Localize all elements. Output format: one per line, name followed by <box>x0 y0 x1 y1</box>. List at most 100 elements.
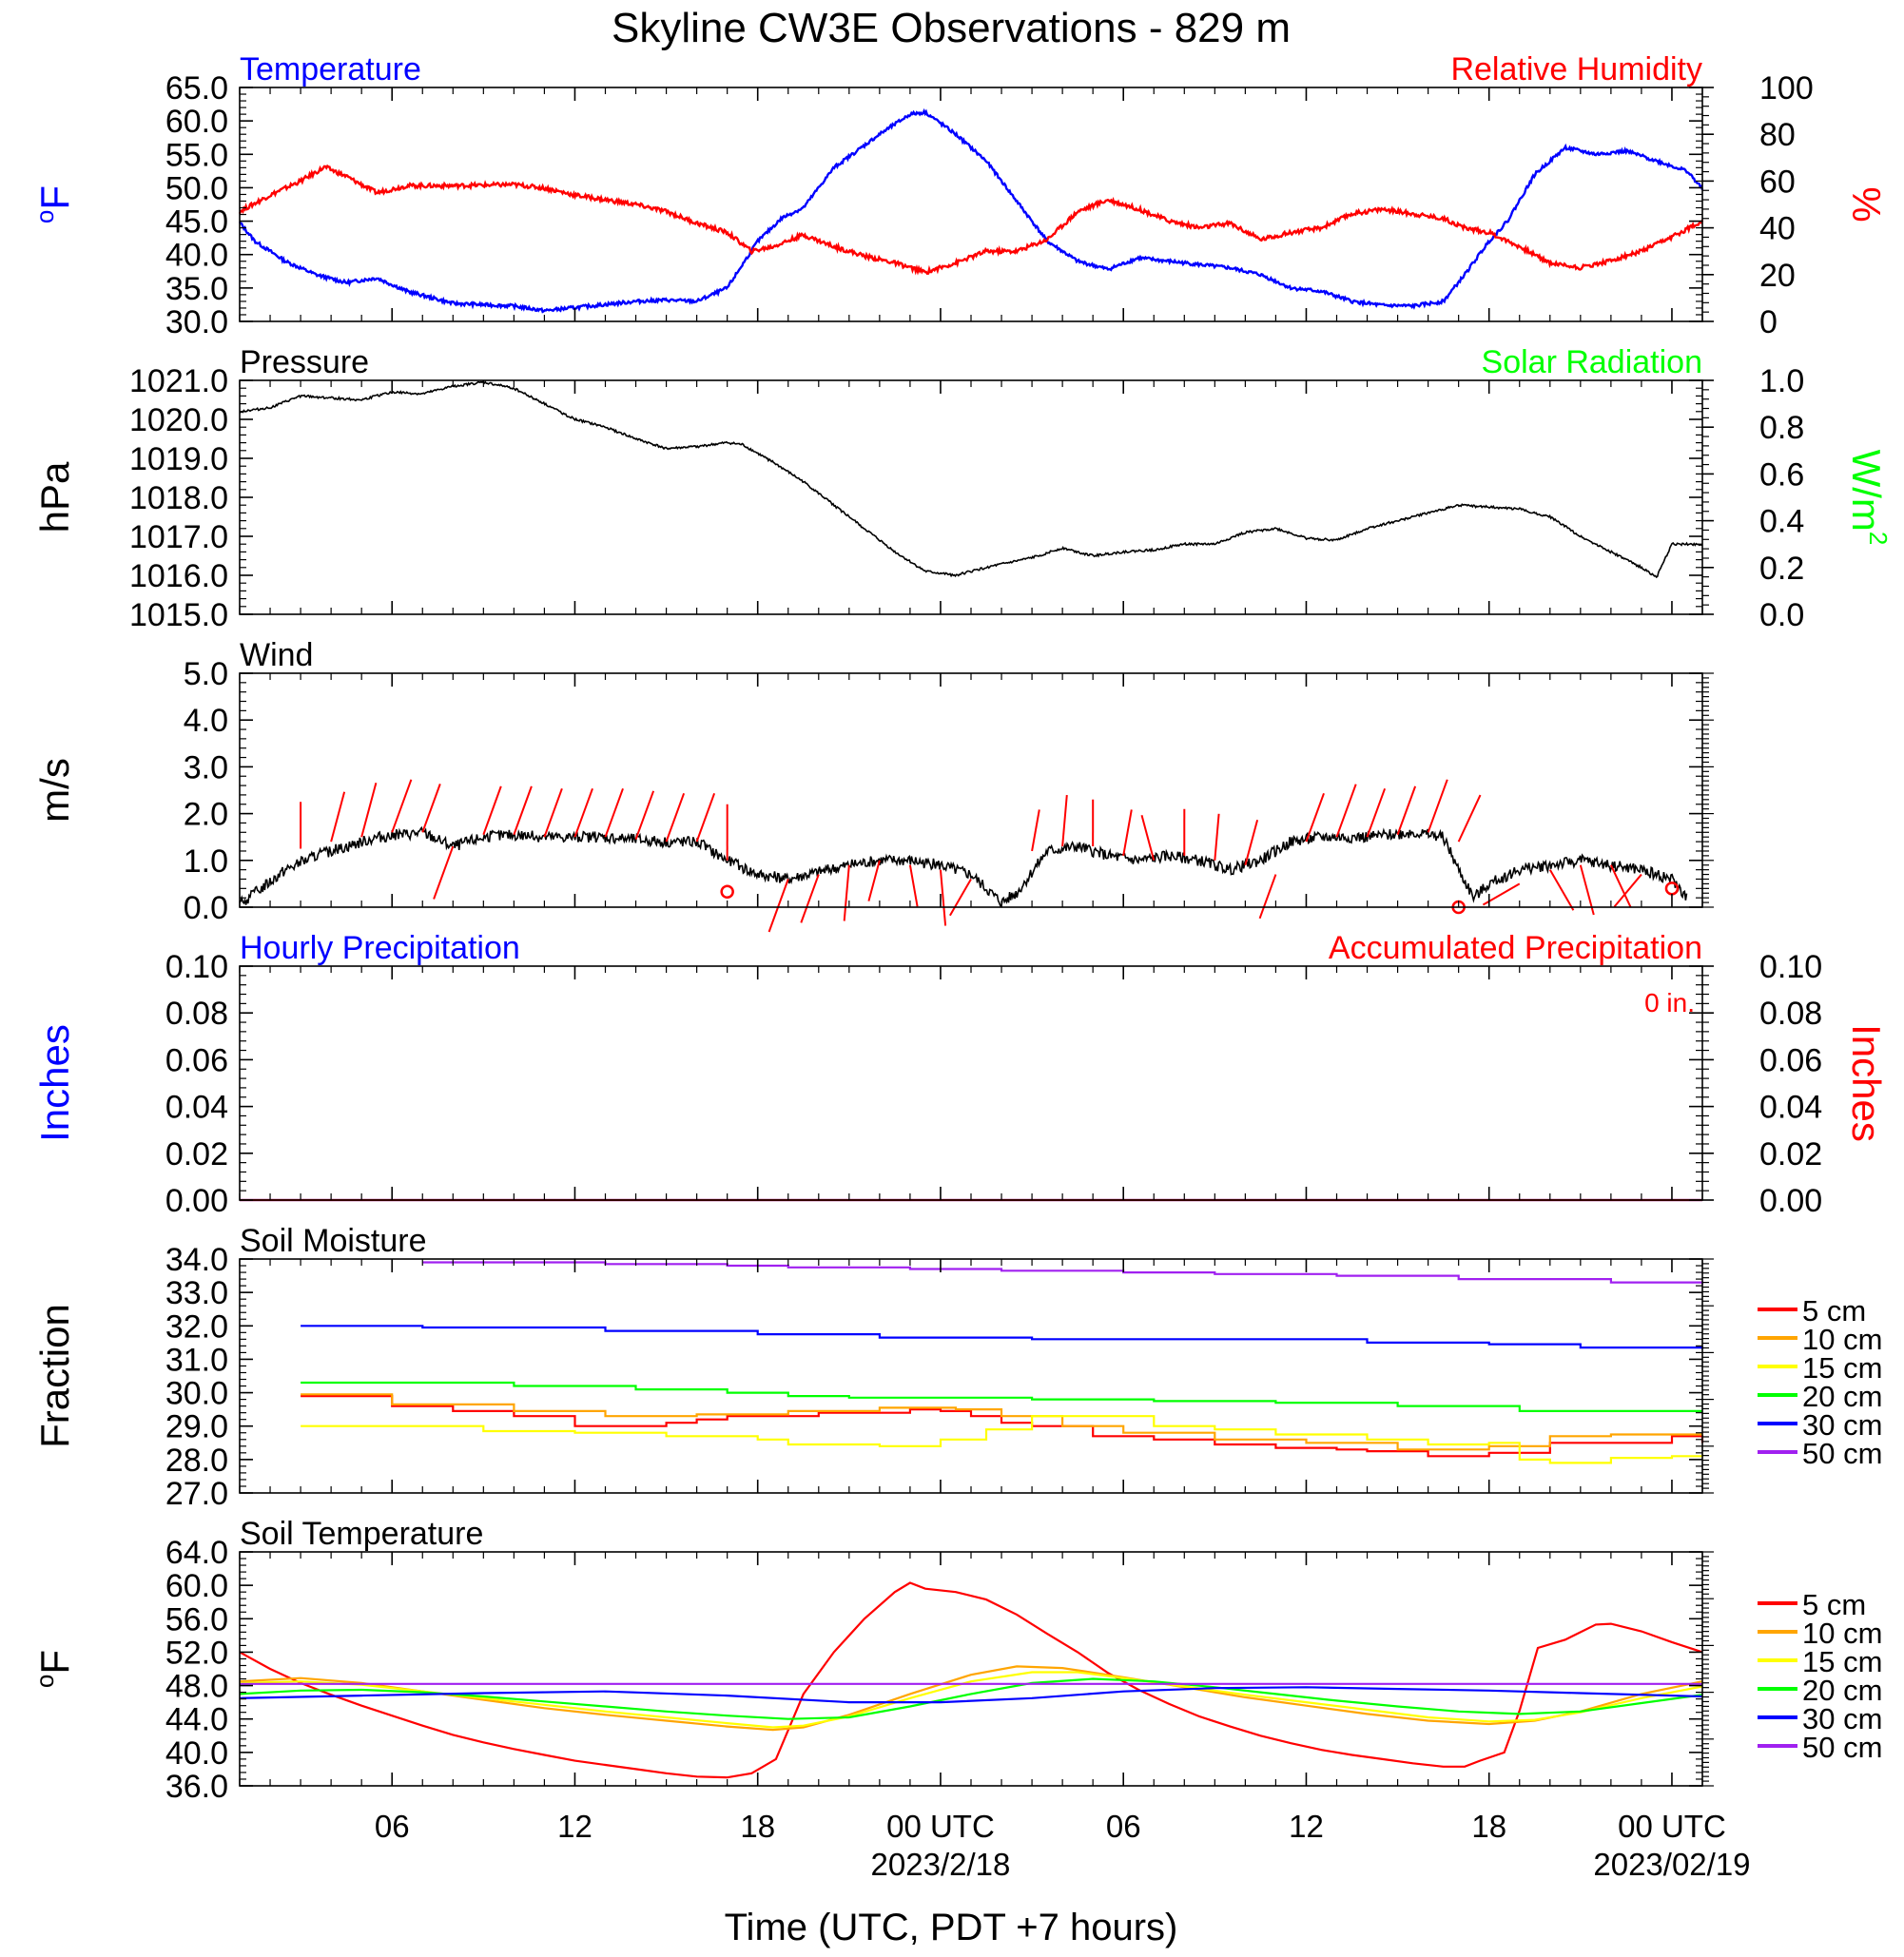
panel-frame <box>239 965 1703 1201</box>
series-line-soil_moisture-5 <box>422 1261 1704 1285</box>
y-tick-label: 60.0 <box>165 104 228 140</box>
y-tick-label: 35.0 <box>165 271 228 307</box>
series-line-soil_temp-3 <box>239 1677 1703 1720</box>
panel-title-left: Hourly Precipitation <box>240 930 520 966</box>
y-tick-label: 65.0 <box>165 70 228 107</box>
x-tick-label: 06 <box>1106 1809 1141 1844</box>
y2-axis-label: Inches <box>1844 1024 1889 1142</box>
y-tick-label: 60.0 <box>165 1568 228 1604</box>
wind-barb-15 <box>767 879 789 933</box>
wind-barb-26 <box>1140 815 1156 862</box>
y-tick-label: 44.0 <box>165 1702 228 1738</box>
panel-frame <box>239 379 1703 615</box>
y-tick-label: 55.0 <box>165 137 228 173</box>
y2-tick-label: 0.06 <box>1759 1042 1822 1078</box>
panel-pressure: 1015.01016.01017.01018.01019.01020.01021… <box>32 344 1893 633</box>
y2-tick-label: 0.8 <box>1759 410 1804 446</box>
wind-barb-38 <box>1548 869 1575 911</box>
y2-axis-label-text: % <box>1844 186 1889 222</box>
y-tick-label: 5.0 <box>184 656 228 692</box>
series-line-soil_moisture-0 <box>301 1395 1704 1458</box>
y2-tick-label: 0.04 <box>1759 1090 1822 1126</box>
panel-frame <box>239 1551 1703 1787</box>
y-tick-label: 1016.0 <box>129 558 228 594</box>
wind-barb-35 <box>1427 779 1448 833</box>
series-line-soil_moisture-4 <box>301 1325 1704 1349</box>
y-tick-label: 0.04 <box>165 1090 228 1126</box>
y-tick-label: 28.0 <box>165 1443 228 1479</box>
y-tick-label: 50.0 <box>165 170 228 206</box>
wind-barb-16 <box>800 874 820 923</box>
wind-barb-2 <box>360 782 378 838</box>
y2-tick-label: 80 <box>1759 117 1796 153</box>
wind-barb-8 <box>543 787 563 838</box>
panel-wind: 0.0 1.0 2.0 3.0 4.0 5.0 Wind m/s <box>32 637 1714 933</box>
wind-barb-3 <box>391 779 413 833</box>
y2-tick-label: 60 <box>1759 164 1796 200</box>
y-tick-label: 1021.0 <box>129 363 228 399</box>
y-tick-label: 52.0 <box>165 1635 228 1671</box>
wind-barb-22 <box>1031 809 1040 852</box>
panel-title-left: Temperature <box>240 51 421 87</box>
legend-label: 20 cm <box>1802 1674 1882 1707</box>
panel-title-left: Soil Temperature <box>240 1516 483 1552</box>
wind-barb-12 <box>665 792 686 843</box>
y-axis-label: Fraction <box>32 1304 77 1448</box>
x-tick-label: 12 <box>557 1809 593 1844</box>
x-tick-label: 00 UTC <box>886 1809 995 1844</box>
x-axis-label: Time (UTC, PDT +7 hours) <box>725 1907 1178 1948</box>
wind-barb-6 <box>482 785 502 836</box>
wind-barb-34 <box>1396 785 1417 836</box>
y-tick-label: 30.0 <box>165 1376 228 1412</box>
panel-title-right: Solar Radiation <box>1482 344 1702 380</box>
y2-tick-label: 100 <box>1759 70 1814 107</box>
y-axis-label-unit: F <box>32 185 77 210</box>
legend-label: 30 cm <box>1802 1408 1882 1442</box>
y2-tick-label: 0.08 <box>1759 996 1822 1032</box>
series-line-soil_temp-2 <box>239 1671 1703 1729</box>
wind-barb-1 <box>330 791 346 843</box>
series-line-temp_rh-0 <box>238 107 1704 314</box>
y-axis-label-unit: F <box>32 1650 77 1675</box>
y-tick-label: 56.0 <box>165 1601 228 1637</box>
figure-title: Skyline CW3E Observations - 829 m <box>612 5 1291 51</box>
wind-barb-5 <box>433 845 455 900</box>
panel-frame <box>239 1258 1703 1494</box>
y-axis-label-text: Fraction <box>32 1304 77 1448</box>
calm-marker-2 <box>1664 882 1680 896</box>
panel-precip: 0.00 0.02 0.04 0.06 0.08 0.10 0.00 0.02 0.04 0.06… <box>32 930 1889 1219</box>
wind-barb-31 <box>1305 792 1325 843</box>
y-axis-label-text: m/s <box>32 758 77 823</box>
y-tick-label: 0.02 <box>165 1136 228 1172</box>
wind-barb-41 <box>1613 873 1642 908</box>
y-tick-label: 40.0 <box>165 238 228 274</box>
y-axis-label-text: Inches <box>32 1024 77 1142</box>
wind-barb-40 <box>1609 864 1632 908</box>
y2-tick-label: 20 <box>1759 258 1796 294</box>
x-tick-label: 12 <box>1289 1809 1324 1844</box>
y-tick-label: 48.0 <box>165 1669 228 1705</box>
panel-title-left: Pressure <box>240 344 369 380</box>
x-tick-label: 18 <box>1471 1809 1506 1844</box>
panel-title-left: Soil Moisture <box>240 1223 427 1259</box>
y-tick-label: 27.0 <box>165 1476 228 1512</box>
panel-title-right: Accumulated Precipitation <box>1329 930 1702 966</box>
series-line-wind-0 <box>239 825 1688 908</box>
y-tick-label: 31.0 <box>165 1342 228 1378</box>
series-line-soil_moisture-2 <box>301 1415 1704 1464</box>
y-tick-label: 1015.0 <box>129 597 228 633</box>
y2-tick-label: 0.2 <box>1759 551 1804 587</box>
x-tick-label: 06 <box>375 1809 410 1844</box>
wind-barb-30 <box>1258 874 1277 920</box>
wind-barb-9 <box>573 787 593 838</box>
series-line-temp_rh-1 <box>238 164 1704 276</box>
series-line-soil_moisture-3 <box>301 1381 1702 1412</box>
y-axis-label: m/s <box>32 758 77 823</box>
y2-tick-label: 40 <box>1759 211 1796 247</box>
legend-label: 50 cm <box>1802 1731 1882 1764</box>
y-tick-label: 1020.0 <box>129 402 228 438</box>
x-tick-label: 18 <box>740 1809 775 1844</box>
wind-barb-29 <box>1244 819 1259 865</box>
y2-axis-label-unit: W/m <box>1844 450 1889 532</box>
y-axis-label-degree: o <box>30 1675 59 1688</box>
